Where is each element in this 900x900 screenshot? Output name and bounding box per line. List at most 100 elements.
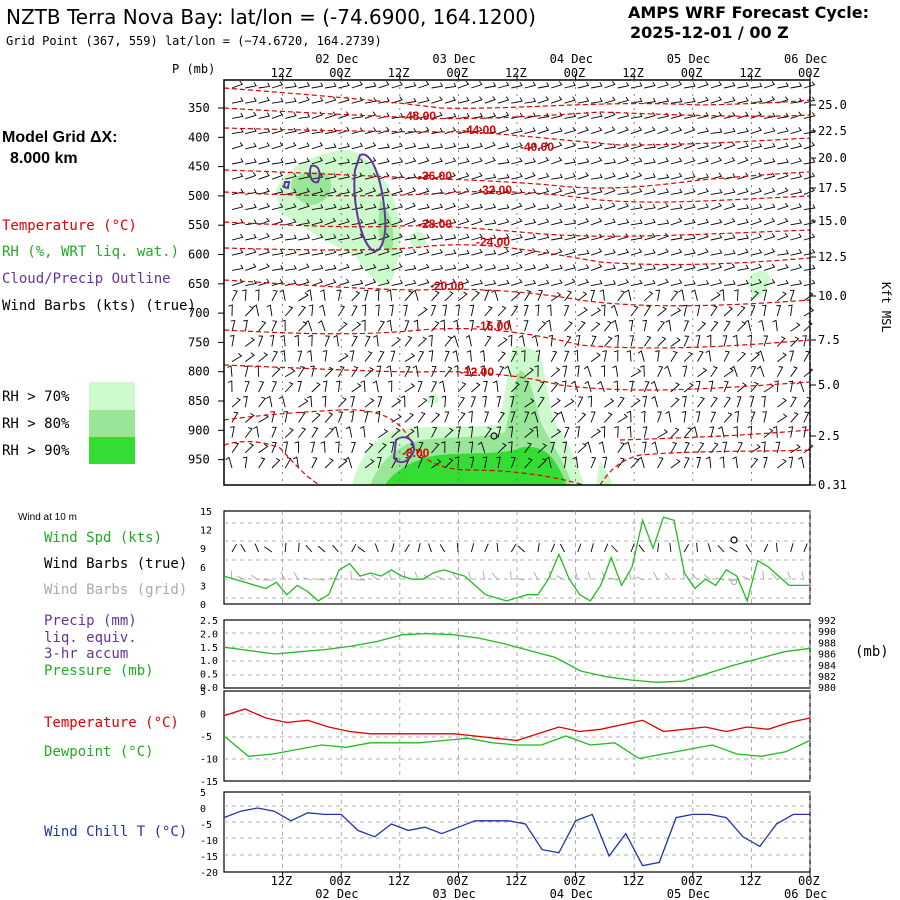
windchill-ytick-label: 5: [200, 788, 206, 799]
wind-barb-grid: [533, 571, 539, 581]
wind-barb: [431, 218, 443, 226]
wind-barb: [497, 366, 505, 378]
wind-barb: [777, 96, 789, 104]
wind-barb: [642, 319, 648, 332]
wind-barb: [626, 425, 632, 438]
legend-temperature: Temperature (°C): [2, 218, 137, 234]
temperature-contour: [223, 409, 585, 486]
wind-barb: [311, 173, 324, 180]
wind-barb: [614, 334, 619, 347]
wind-barb: [591, 97, 603, 104]
wind-barb: [684, 218, 696, 226]
top-time-label: 00Z: [329, 66, 351, 80]
wind-barb: [378, 143, 390, 150]
wind-barb: [378, 218, 390, 226]
wind-barb: [258, 320, 267, 332]
wind-barb: [231, 397, 241, 408]
wind-barb: [325, 264, 337, 271]
page-title: NZTB Terra Nova Bay: lat/lon = (-74.6900…: [6, 5, 536, 29]
temp-ytick-label: -5: [200, 732, 212, 743]
wind-barb: [335, 441, 340, 453]
wind-barb: [418, 80, 430, 89]
wind-barb: [710, 218, 723, 226]
wind-barb: [364, 142, 377, 150]
wind-barb: [245, 142, 257, 150]
wind-barb: [338, 234, 350, 241]
wind-barb: [670, 81, 683, 89]
wind-barb: [750, 217, 762, 226]
wind-barb: [391, 96, 403, 104]
wind-barb: [614, 425, 619, 438]
left-legend: Model Grid ΔX: 8.000 km Temperature (°C)…: [2, 129, 196, 464]
wind-barb: [471, 172, 483, 180]
wind-barb: [697, 173, 709, 180]
wind-barb: [444, 350, 450, 362]
height-tick-label: 0.31: [818, 478, 847, 492]
wind-barb: [630, 142, 643, 150]
wind-barb: [732, 456, 738, 469]
wind-barb: [378, 203, 390, 211]
wind-barb: [351, 366, 359, 378]
wind-barb: [537, 218, 550, 226]
wind-barb: [774, 380, 779, 393]
wind-barb: [657, 429, 668, 438]
wind-barb-grid: [403, 570, 406, 581]
wind-barb: [710, 96, 723, 104]
wind-barb: [471, 290, 480, 302]
wind-barb: [391, 398, 402, 408]
wind-barb: [790, 126, 802, 135]
wind-barb: [612, 365, 619, 377]
wind-barb: [231, 248, 244, 256]
wind-barb: [311, 188, 324, 195]
wind-barb: [391, 279, 404, 287]
wind-barb: [604, 158, 617, 165]
wind-barb: [391, 81, 403, 89]
wind-barb: [271, 350, 279, 362]
wind-barb: [644, 279, 656, 287]
wind-barb: [457, 217, 470, 226]
wind-barb: [697, 218, 709, 226]
wind-barb: [803, 411, 810, 423]
wind-barb: [644, 204, 656, 211]
wind-barb: [497, 142, 510, 150]
wind-barb: [750, 278, 762, 287]
wind-barb: [338, 352, 349, 362]
wind-barb: [271, 458, 281, 469]
wind-barb-true: [603, 543, 609, 553]
wind-barb: [418, 248, 430, 256]
top-date-label: 03 Dec: [432, 52, 475, 66]
wind-barb: [577, 233, 590, 241]
wind-barb: [537, 321, 547, 332]
wind-barb: [242, 289, 247, 301]
wind-barb: [471, 96, 483, 104]
wind-barb: [418, 279, 430, 287]
wind-barb: [418, 143, 430, 150]
wind-barb-true: [439, 544, 446, 553]
wind-barb: [577, 143, 590, 150]
wind-barb: [777, 202, 789, 211]
wind-barb: [378, 279, 390, 287]
wind-barb: [471, 279, 483, 287]
wind-barb-true: [763, 543, 769, 553]
wind-barb: [670, 141, 683, 150]
wind-barb: [697, 142, 709, 150]
wind-barb-true: [611, 545, 619, 553]
height-tick-label: 17.5: [818, 181, 847, 195]
bottom-time-label: 00Z: [329, 874, 351, 888]
wind-barb: [750, 142, 763, 150]
wind-barb: [231, 128, 244, 135]
wind-barb: [457, 291, 468, 302]
wind-barb: [750, 381, 759, 393]
wind-barb: [730, 365, 738, 377]
wind-barb: [294, 441, 299, 453]
wind-barb: [484, 335, 492, 347]
wind-barb: [655, 350, 660, 362]
wind-barb: [431, 426, 438, 438]
wind-barb: [803, 279, 816, 287]
wind-barb: [604, 233, 616, 241]
wind-barb: [253, 425, 260, 438]
wind-barb: [497, 204, 510, 211]
wind-barb: [788, 304, 793, 317]
wind-barb-grid: [436, 575, 445, 581]
